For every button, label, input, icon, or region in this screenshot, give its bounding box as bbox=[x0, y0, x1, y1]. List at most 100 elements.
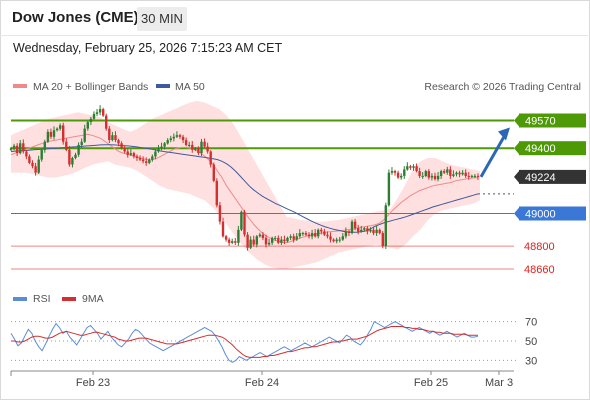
candle-body bbox=[412, 166, 415, 168]
candle-body bbox=[71, 158, 74, 165]
candle-body bbox=[458, 172, 461, 175]
level-tag-box bbox=[519, 169, 586, 184]
level-tag-49570: 49570 bbox=[525, 116, 556, 128]
candle-body bbox=[40, 149, 43, 160]
rsi-ma-line bbox=[11, 326, 478, 358]
candle-body bbox=[393, 171, 397, 173]
candle-body bbox=[46, 131, 50, 142]
candle-body bbox=[126, 151, 129, 155]
candle-body bbox=[439, 171, 443, 176]
candle-body bbox=[129, 153, 132, 155]
candle-body bbox=[476, 175, 480, 177]
candle-body bbox=[145, 161, 148, 163]
candle-body bbox=[396, 172, 400, 178]
price-plot bbox=[9, 100, 514, 270]
candle-body bbox=[68, 149, 71, 165]
candle-body bbox=[28, 156, 31, 163]
x-tick-label: Mar 3 bbox=[485, 377, 513, 389]
candle-body bbox=[234, 241, 237, 243]
header-divider bbox=[0, 35, 588, 36]
candle-body bbox=[77, 144, 80, 155]
candle-body bbox=[427, 171, 430, 178]
candle-body bbox=[289, 236, 292, 238]
candle-body bbox=[9, 148, 13, 150]
candle-body bbox=[111, 135, 114, 141]
candle-body bbox=[329, 236, 332, 240]
level-tag-pointer bbox=[514, 113, 520, 128]
candle-body bbox=[108, 128, 111, 140]
candle-body bbox=[172, 136, 175, 139]
candle-body bbox=[252, 239, 255, 245]
candle-body bbox=[430, 175, 434, 178]
forecast-arrow-head bbox=[498, 127, 510, 141]
candle-body bbox=[353, 221, 357, 229]
candle-body bbox=[86, 122, 89, 129]
candle-body bbox=[338, 239, 341, 241]
candle-body bbox=[298, 233, 301, 237]
candle-body bbox=[424, 171, 427, 176]
rsi-legend-label: RSI bbox=[33, 293, 51, 305]
candle-body bbox=[59, 125, 62, 129]
rsi-tick-30: 30 bbox=[525, 355, 537, 367]
candle-body bbox=[314, 233, 317, 237]
candle-body bbox=[157, 148, 160, 152]
forecast-arrow-shaft bbox=[479, 130, 509, 178]
candle-body bbox=[470, 175, 474, 177]
candle-body bbox=[406, 166, 409, 170]
candle-body bbox=[443, 171, 446, 173]
candle-body bbox=[258, 234, 262, 237]
candle-body bbox=[446, 169, 449, 173]
candle-body bbox=[286, 237, 289, 242]
candle-body bbox=[384, 205, 387, 247]
candle-body bbox=[403, 169, 406, 176]
candle-body bbox=[117, 140, 120, 144]
candle-body bbox=[464, 172, 467, 176]
candle-body bbox=[102, 109, 105, 116]
candle-body bbox=[378, 229, 381, 234]
candle-body bbox=[163, 143, 166, 147]
copyright-text: Research © 2026 Trading Central bbox=[424, 81, 581, 93]
candle-body bbox=[12, 145, 16, 149]
candle-body bbox=[283, 239, 286, 242]
candle-body bbox=[449, 169, 452, 176]
candle-body bbox=[160, 146, 163, 149]
candle-body bbox=[123, 148, 126, 152]
candle-body bbox=[203, 141, 206, 147]
timestamp: Wednesday, February 25, 2026 7:15:23 AM … bbox=[13, 41, 283, 55]
rsi-plot: 70 50 30 bbox=[10, 317, 537, 367]
level-tag-box bbox=[519, 113, 586, 128]
x-tick-label: Feb 23 bbox=[76, 377, 110, 389]
candle-body bbox=[271, 237, 274, 243]
rsi-ma-legend-label: 9MA bbox=[82, 293, 104, 305]
level-tag-49400: 49400 bbox=[525, 143, 556, 155]
candle-body bbox=[181, 136, 185, 141]
candle-body bbox=[409, 166, 412, 168]
candle-body bbox=[344, 231, 348, 237]
candle-body bbox=[55, 128, 59, 131]
candle-body bbox=[461, 172, 464, 175]
rsi-legend-swatch bbox=[13, 297, 27, 301]
rsi-tick-50: 50 bbox=[525, 336, 537, 348]
candle-body bbox=[212, 164, 215, 181]
level-tag-pointer bbox=[514, 141, 520, 156]
candle-body bbox=[37, 159, 40, 173]
candle-body bbox=[89, 118, 93, 123]
level-tag-box bbox=[519, 141, 586, 156]
candle-body bbox=[341, 236, 344, 240]
interval-button[interactable]: 30 MIN bbox=[137, 7, 187, 31]
candle-body bbox=[372, 229, 375, 234]
candle-body bbox=[320, 229, 323, 232]
level-label-48800: 48800 bbox=[524, 241, 555, 253]
candle-body bbox=[74, 154, 77, 158]
ma50-legend-swatch bbox=[156, 84, 170, 88]
candle-body bbox=[114, 135, 117, 141]
candle-body bbox=[138, 158, 142, 160]
candle-body bbox=[301, 233, 305, 235]
candle-body bbox=[200, 141, 203, 154]
candle-body bbox=[255, 236, 258, 245]
candle-body bbox=[65, 141, 68, 150]
candle-body bbox=[148, 159, 151, 163]
candle-body bbox=[295, 236, 298, 240]
x-tick-label: Feb 24 bbox=[245, 377, 279, 389]
